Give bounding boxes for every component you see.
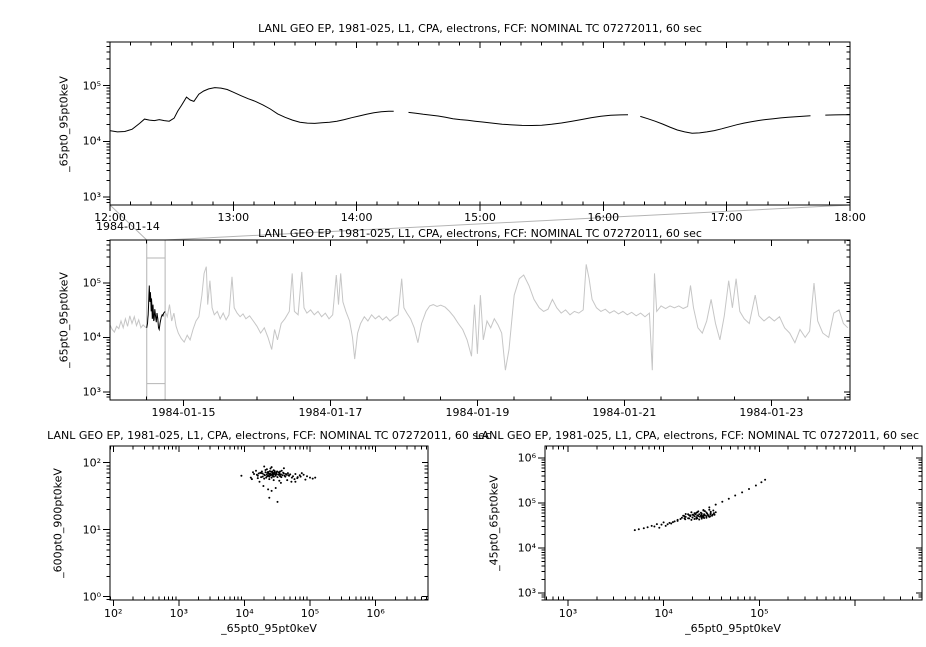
panel-top-timeseries[interactable] (110, 42, 850, 205)
x-tick-label: 13:00 (217, 211, 250, 224)
x-tick-label: 1984-01-21 (592, 406, 657, 419)
y-axis-label-scatter-right: _45pt0_65pt0keV (487, 475, 501, 571)
x-tick-label: 10⁵ (750, 607, 769, 620)
y-axis-label-context: _65pt0_95pt0keV (57, 272, 71, 368)
x-tick-label: 1984-01-15 (151, 406, 216, 419)
x-tick-label: 16:00 (587, 211, 620, 224)
panel-scatter-right[interactable] (545, 446, 922, 600)
y-axis-label-top: _65pt0_95pt0keV (57, 76, 71, 172)
y-tick-label: 10⁴ (517, 541, 536, 555)
y-tick-label: 10⁵ (82, 79, 101, 93)
x-tick-label: 17:00 (710, 211, 743, 224)
y-tick-label: 10² (82, 456, 101, 470)
y-tick-label: 10⁴ (82, 330, 101, 344)
y-tick-label: 10⁴ (82, 134, 101, 148)
x-tick-label: 18:00 (834, 211, 866, 224)
x-axis-date-label-top: 1984-01-14 (96, 220, 160, 233)
panel-title-scatter-right: LANL GEO EP, 1981-025, L1, CPA, electron… (475, 429, 919, 442)
x-axis-label-scatter-left: _65pt0_95pt0keV (221, 622, 317, 635)
x-tick-label: 1984-01-17 (298, 406, 363, 419)
x-tick-label: 10⁵ (300, 607, 320, 620)
x-tick-label: 14:00 (340, 211, 373, 224)
x-tick-label: 10³ (558, 607, 578, 620)
y-tick-label: 10⁶ (517, 451, 536, 465)
panel-title-top: LANL GEO EP, 1981-025, L1, CPA, electron… (258, 22, 702, 35)
panel-scatter-left[interactable] (110, 446, 428, 600)
y-axis-label-scatter-left: _600pt0_900pt0keV (51, 468, 65, 578)
x-tick-label: 10⁶ (366, 607, 385, 620)
y-tick-label: 10³ (82, 190, 101, 204)
x-tick-label: 1984-01-19 (445, 406, 510, 419)
x-tick-label: 10³ (169, 607, 189, 620)
y-tick-label: 10¹ (82, 523, 101, 537)
panel-context-timeseries[interactable] (110, 240, 850, 400)
y-tick-label: 10⁵ (517, 496, 536, 510)
y-tick-label: 10³ (82, 385, 101, 399)
x-tick-label: 12:00 (94, 211, 126, 224)
y-tick-label: 10³ (517, 586, 536, 600)
x-tick-label: 10⁴ (654, 607, 673, 620)
x-tick-label: 10² (104, 607, 123, 620)
x-tick-label: 1984-01-23 (739, 406, 804, 419)
x-tick-label: 15:00 (464, 211, 496, 224)
y-tick-label: 10⁵ (82, 276, 101, 290)
panel-title-scatter-left: LANL GEO EP, 1981-025, L1, CPA, electron… (47, 429, 491, 442)
x-tick-label: 10⁴ (235, 607, 254, 620)
y-tick-label: 10⁰ (82, 590, 101, 604)
panel-title-context: LANL GEO EP, 1981-025, L1, CPA, electron… (258, 227, 702, 240)
x-axis-label-scatter-right: _65pt0_95pt0keV (685, 622, 781, 635)
